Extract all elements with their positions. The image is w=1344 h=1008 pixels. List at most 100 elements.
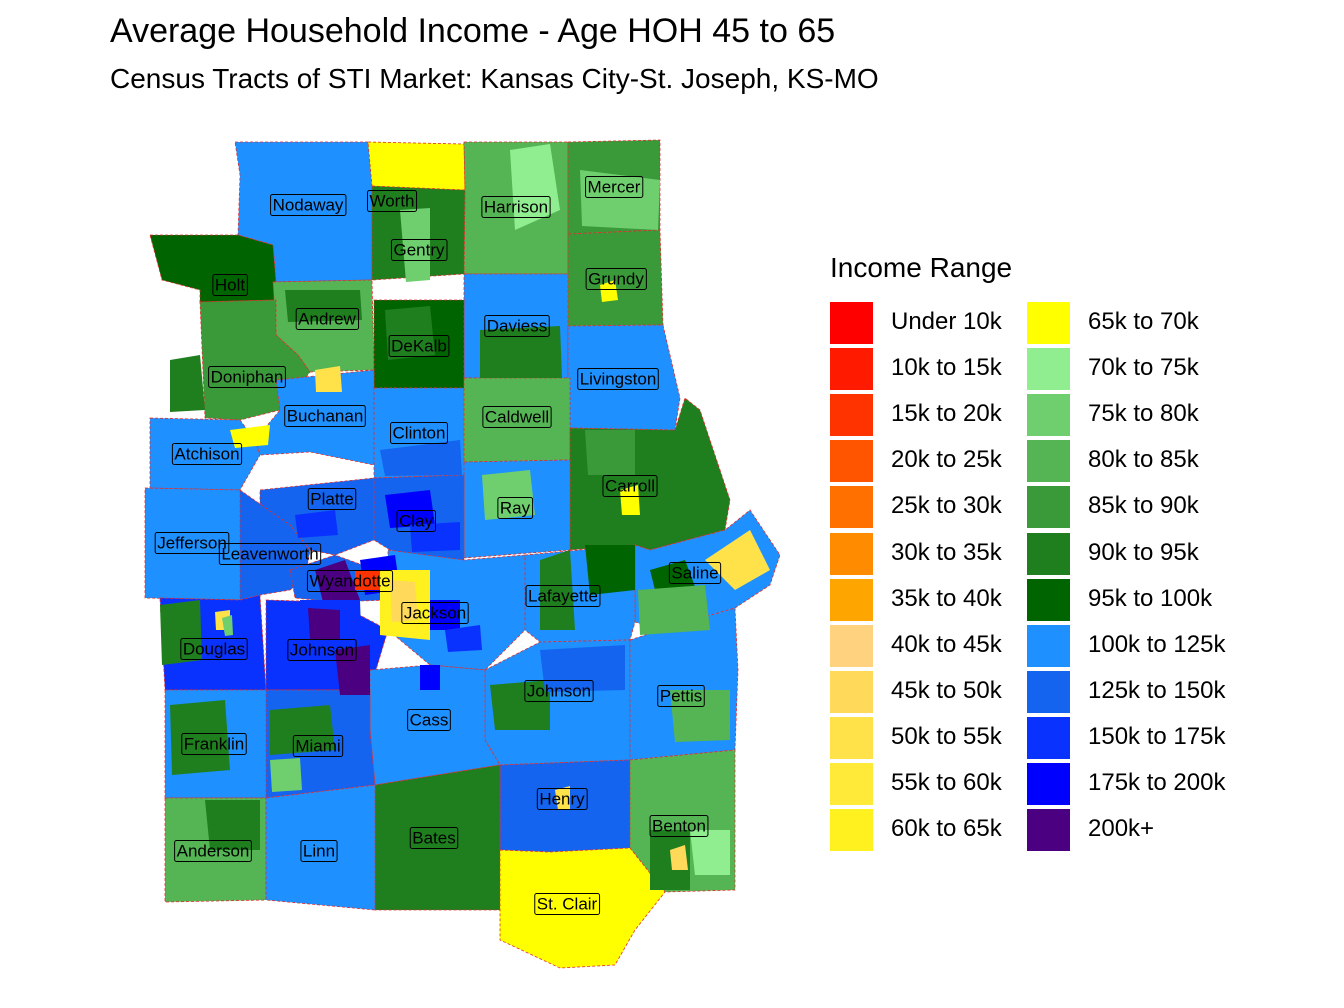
county-name: Jackson — [404, 603, 466, 622]
county-name: Harrison — [484, 197, 548, 216]
county-label-box — [602, 474, 658, 497]
county-name: Henry — [539, 789, 585, 808]
county-label-box — [585, 175, 644, 198]
legend-label: 35k to 40k — [891, 584, 1002, 612]
county-label-box — [577, 367, 659, 390]
county-label: Daviess — [484, 314, 550, 337]
county-name: Caldwell — [485, 407, 549, 426]
tract-patch — [295, 510, 338, 538]
legend-swatch — [1027, 809, 1070, 852]
county-name: Douglas — [183, 639, 245, 658]
county-label-box — [208, 365, 286, 388]
tract-patch — [580, 170, 660, 230]
legend-title: Income Range — [830, 252, 1013, 283]
legend-item: 95k to 100k — [1027, 577, 1217, 623]
tract-patch — [335, 645, 370, 695]
county-shape — [369, 664, 501, 786]
tract-patch — [410, 522, 460, 552]
legend-swatch — [830, 486, 873, 529]
tract-patch — [308, 608, 340, 640]
county-label-box — [171, 442, 243, 465]
tract-patch — [600, 280, 618, 302]
county-label-box — [668, 561, 722, 584]
county-name: Clinton — [393, 423, 446, 442]
county-label: Buchanan — [284, 404, 366, 427]
legend-label: 100k to 125k — [1088, 630, 1226, 658]
legend-swatch — [830, 302, 873, 344]
tract-patch — [170, 355, 205, 412]
county-label-box — [396, 509, 437, 532]
county-label-box — [534, 892, 601, 915]
tract-patch — [285, 290, 362, 322]
county-name: St. Clair — [537, 894, 598, 913]
map-subtitle: Census Tracts of STI Market: Kansas City… — [110, 63, 879, 94]
tract-patch — [585, 545, 635, 595]
legend-swatch — [830, 440, 873, 483]
county-name: Worth — [369, 191, 414, 210]
county-name: Holt — [215, 275, 246, 294]
legend-label: 45k to 50k — [891, 676, 1002, 704]
legend-swatch — [1027, 716, 1070, 759]
county-label: Carroll — [602, 474, 658, 497]
county-label-box — [407, 708, 451, 731]
legend-item: 80k to 85k — [1027, 438, 1217, 484]
legend-label: 15k to 20k — [891, 400, 1002, 428]
legend-item: Under 10k — [830, 300, 1020, 346]
tract-patch — [670, 845, 688, 870]
tract-patch — [650, 830, 690, 890]
county-label-box — [585, 267, 647, 290]
county-label-box — [307, 487, 357, 510]
county-label: Harrison — [481, 195, 551, 218]
legend-item: 125k to 150k — [1027, 669, 1225, 715]
county-label: Saline — [668, 561, 722, 584]
county-label: DeKalb — [388, 334, 450, 357]
legend-label: 55k to 60k — [891, 769, 1002, 796]
legend-item: 100k to 125k — [1027, 623, 1225, 669]
tract-patch — [705, 530, 770, 590]
county-label: Benton — [649, 814, 709, 837]
county-label-box — [306, 569, 394, 592]
county-name: Clay — [399, 511, 434, 530]
county-label-box — [649, 814, 709, 837]
legend-item: 40k to 45k — [830, 623, 1020, 669]
county-label: Johnson — [524, 679, 594, 702]
legend-label: 90k to 95k — [1088, 538, 1199, 566]
county-name: Buchanan — [287, 406, 364, 425]
tract-patch — [420, 665, 440, 690]
tract-patch — [585, 430, 635, 475]
county-label-box — [284, 404, 366, 427]
tract-patch — [270, 758, 302, 792]
county-label-box — [388, 334, 450, 357]
legend-item: 200k+ — [1027, 807, 1217, 853]
county-label: Mercer — [585, 175, 644, 198]
legend-swatch — [830, 670, 873, 713]
tract-patch — [385, 490, 435, 528]
legend-label: 30k to 35k — [891, 538, 1002, 566]
legend-label: 175k to 200k — [1088, 769, 1226, 796]
tract-patch — [390, 580, 418, 622]
tract-patch — [480, 326, 562, 378]
tract-patch — [502, 860, 600, 920]
county-label: Johnson — [287, 638, 357, 661]
county-label: Doniphan — [208, 365, 286, 388]
county-label: Leavenworth — [218, 542, 322, 565]
county-shape — [265, 784, 376, 911]
tract-patch — [445, 625, 482, 652]
legend-swatch — [1027, 578, 1070, 621]
tract-patch — [385, 306, 435, 360]
tract-patch — [638, 585, 710, 635]
county-name: DeKalb — [391, 336, 447, 355]
county-name: Lafayette — [528, 586, 598, 605]
county-label-box — [497, 496, 534, 519]
legend-label: 125k to 150k — [1088, 676, 1226, 704]
county-label: Platte — [307, 487, 357, 510]
county-label: Clay — [396, 509, 437, 532]
legend-item: 25k to 30k — [830, 484, 1020, 530]
legend-swatch — [830, 578, 873, 621]
legend-item: 50k to 55k — [830, 715, 1020, 761]
legend-swatch — [830, 716, 873, 759]
county-label: Linn — [300, 839, 338, 862]
county-label-box — [295, 307, 360, 330]
tract-patch — [510, 144, 560, 230]
county-name: Cass — [410, 710, 449, 729]
